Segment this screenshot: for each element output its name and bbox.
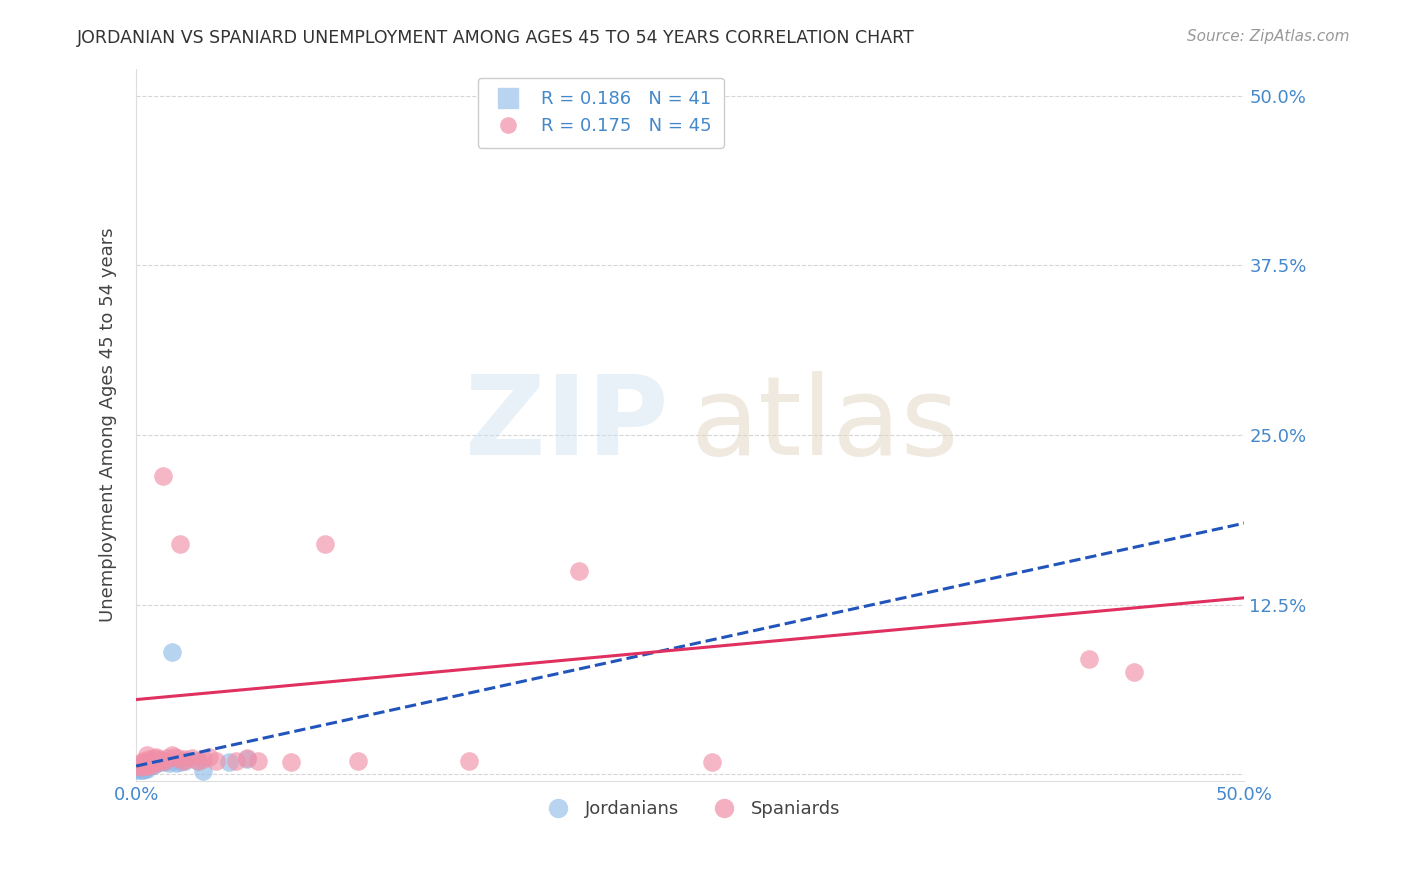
Point xyxy=(138,759,160,773)
Point xyxy=(141,757,163,772)
Y-axis label: Unemployment Among Ages 45 to 54 years: Unemployment Among Ages 45 to 54 years xyxy=(100,227,117,622)
Point xyxy=(149,754,172,768)
Point xyxy=(136,756,159,771)
Point xyxy=(156,751,179,765)
Point xyxy=(132,760,155,774)
Point xyxy=(132,757,155,772)
Point xyxy=(218,755,240,769)
Point xyxy=(136,759,159,773)
Point xyxy=(198,749,221,764)
Point xyxy=(132,762,155,776)
Point xyxy=(127,762,149,776)
Point xyxy=(149,754,172,768)
Point xyxy=(136,756,159,771)
Point xyxy=(141,757,163,772)
Point xyxy=(142,757,165,772)
Text: JORDANIAN VS SPANIARD UNEMPLOYMENT AMONG AGES 45 TO 54 YEARS CORRELATION CHART: JORDANIAN VS SPANIARD UNEMPLOYMENT AMONG… xyxy=(77,29,915,46)
Point xyxy=(169,536,191,550)
Point xyxy=(134,760,156,774)
Point xyxy=(153,754,176,768)
Point xyxy=(152,755,174,769)
Point xyxy=(129,762,152,776)
Legend: Jordanians, Spaniards: Jordanians, Spaniards xyxy=(533,793,848,825)
Point xyxy=(173,754,195,768)
Point xyxy=(142,755,165,769)
Point xyxy=(180,751,202,765)
Point xyxy=(152,468,174,483)
Point xyxy=(314,536,336,550)
Point xyxy=(129,760,152,774)
Point xyxy=(172,754,194,768)
Point xyxy=(141,754,163,768)
Point xyxy=(134,757,156,772)
Point xyxy=(160,748,183,763)
Point xyxy=(136,760,159,774)
Point xyxy=(167,751,190,765)
Point xyxy=(160,645,183,659)
Point xyxy=(136,757,159,772)
Point xyxy=(136,759,159,773)
Point xyxy=(127,759,149,773)
Point xyxy=(187,754,209,768)
Point xyxy=(129,760,152,774)
Point xyxy=(148,752,170,766)
Point xyxy=(1122,665,1144,680)
Point xyxy=(169,755,191,769)
Point xyxy=(247,754,270,768)
Point xyxy=(153,754,176,768)
Point xyxy=(127,763,149,777)
Point xyxy=(173,752,195,766)
Point xyxy=(191,752,214,766)
Point xyxy=(129,763,152,777)
Point xyxy=(129,759,152,773)
Point xyxy=(145,749,167,764)
Text: Source: ZipAtlas.com: Source: ZipAtlas.com xyxy=(1187,29,1350,44)
Point xyxy=(134,755,156,769)
Point xyxy=(236,752,259,766)
Point xyxy=(568,564,591,578)
Point xyxy=(141,755,163,769)
Point xyxy=(191,764,214,779)
Point xyxy=(134,759,156,773)
Point xyxy=(148,755,170,769)
Point xyxy=(132,757,155,772)
Point xyxy=(142,751,165,765)
Point xyxy=(236,751,259,765)
Point xyxy=(132,763,155,777)
Point xyxy=(205,754,228,768)
Point xyxy=(127,760,149,774)
Point xyxy=(134,759,156,773)
Point xyxy=(702,755,724,769)
Point xyxy=(142,755,165,769)
Point xyxy=(346,754,368,768)
Point xyxy=(187,754,209,768)
Point xyxy=(134,762,156,776)
Point xyxy=(225,754,247,768)
Point xyxy=(457,754,479,768)
Point xyxy=(280,755,302,769)
Point xyxy=(145,756,167,771)
Point xyxy=(1078,652,1101,666)
Point xyxy=(132,759,155,773)
Text: ZIP: ZIP xyxy=(465,371,668,478)
Point xyxy=(157,756,180,771)
Point xyxy=(165,756,187,771)
Point xyxy=(138,756,160,771)
Point xyxy=(138,756,160,771)
Point xyxy=(129,756,152,771)
Point xyxy=(163,749,186,764)
Point xyxy=(138,752,160,766)
Point xyxy=(136,748,159,763)
Point xyxy=(132,754,155,768)
Point xyxy=(148,755,170,769)
Text: atlas: atlas xyxy=(690,371,959,478)
Point xyxy=(136,762,159,776)
